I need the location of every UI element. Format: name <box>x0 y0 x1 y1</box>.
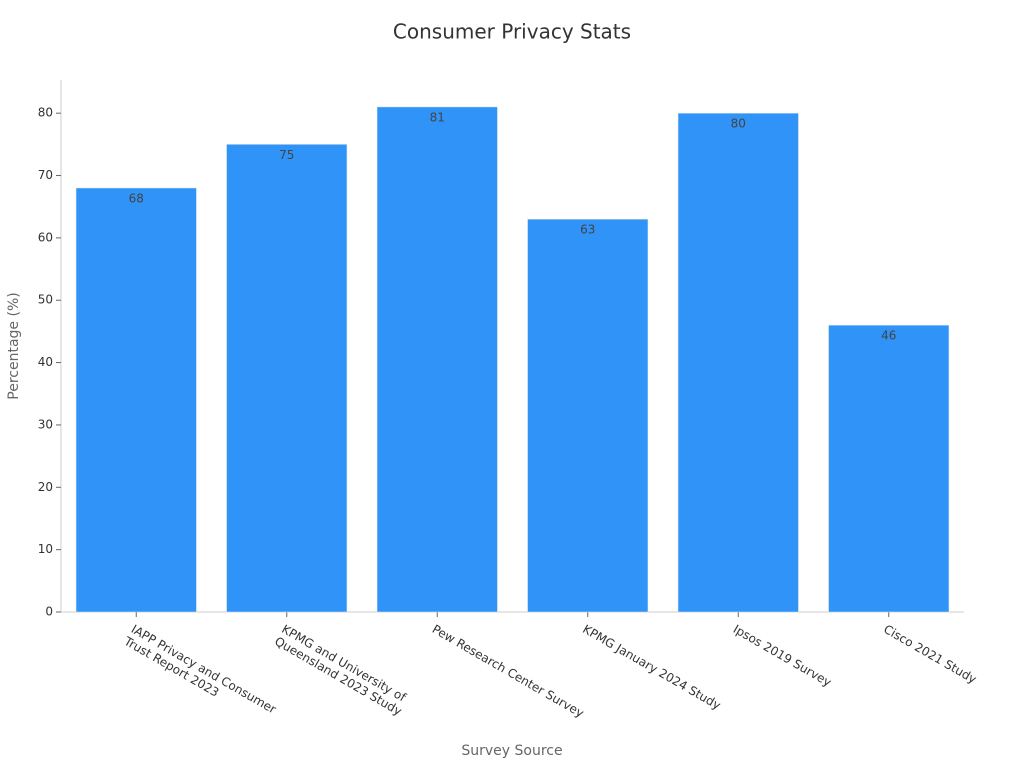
x-tick-label: Cisco 2021 Study <box>882 622 980 686</box>
x-axis-title: Survey Source <box>461 743 562 759</box>
value-label: 68 <box>129 192 144 206</box>
x-tick-label: KPMG January 2024 Study <box>581 622 724 713</box>
value-label: 80 <box>731 117 746 131</box>
bar <box>677 112 799 613</box>
y-tick-label: 10 <box>38 542 53 556</box>
bar <box>376 106 498 613</box>
x-tick-label: Pew Research Center Survey <box>430 622 586 720</box>
x-tick-label: KPMG and University ofQueensland 2023 St… <box>273 622 412 718</box>
bar <box>75 187 197 613</box>
bar <box>527 218 649 613</box>
value-label: 81 <box>430 110 445 124</box>
x-tick-label: Ipsos 2019 Survey <box>731 622 834 690</box>
value-label: 63 <box>580 223 595 237</box>
bar <box>828 324 950 613</box>
bar <box>226 144 348 613</box>
value-label: 75 <box>279 148 294 162</box>
y-tick-label: 50 <box>38 293 53 307</box>
chart-title: Consumer Privacy Stats <box>393 20 631 44</box>
y-tick-label: 70 <box>38 168 53 182</box>
y-tick-label: 20 <box>38 480 53 494</box>
y-tick-label: 60 <box>38 230 53 244</box>
y-axis-title: Percentage (%) <box>6 292 22 399</box>
y-tick-label: 40 <box>38 355 53 369</box>
y-tick-label: 0 <box>45 605 53 619</box>
x-tick-label: IAPP Privacy and ConsumerTrust Report 20… <box>121 621 279 728</box>
y-tick-label: 30 <box>38 417 53 431</box>
value-label: 46 <box>881 329 896 343</box>
y-tick-label: 80 <box>38 106 53 120</box>
